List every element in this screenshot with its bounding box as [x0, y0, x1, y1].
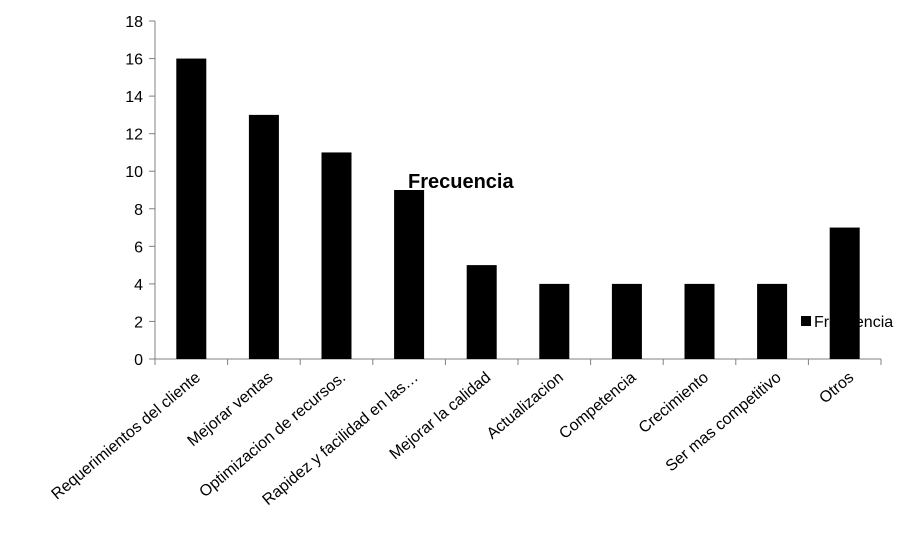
y-tick-label: 18 [125, 14, 143, 31]
bar [611, 283, 642, 359]
x-category-label: Crecimiento [636, 369, 712, 437]
y-tick-label: 2 [134, 314, 143, 331]
x-category-label: Requerimientos del cliente [49, 369, 204, 503]
bar [757, 283, 788, 359]
y-tick-label: 10 [125, 164, 143, 181]
y-tick-label: 0 [134, 352, 143, 369]
y-axis-ticks: 0 2 4 6 8 10 12 14 16 18 [125, 14, 155, 369]
bar [394, 190, 425, 359]
bar [248, 114, 279, 359]
y-tick-label: 4 [134, 277, 143, 294]
chart-title: Frecuencia [408, 171, 514, 193]
legend-swatch [801, 316, 811, 326]
x-category-label: Rapidez y facilidad en las… [259, 369, 421, 509]
bars-group [176, 58, 860, 360]
bar [684, 283, 715, 359]
legend: Frecuencia [801, 314, 893, 331]
bar [321, 152, 352, 359]
legend-label: Frecuencia [814, 314, 893, 331]
x-category-label: Actualizacion [484, 369, 567, 443]
y-tick-label: 12 [125, 127, 143, 144]
bar [829, 227, 860, 359]
bar [466, 265, 497, 359]
bar [176, 58, 207, 360]
y-tick-label: 6 [134, 239, 143, 256]
x-category-label: Otros [816, 369, 857, 407]
x-category-label: Competencia [556, 369, 639, 443]
bar [539, 283, 570, 359]
y-tick-label: 14 [125, 89, 143, 106]
y-tick-label: 8 [134, 202, 143, 219]
x-category-label: Optimizacion de recursos. [196, 369, 349, 501]
y-tick-label: 16 [125, 52, 143, 69]
